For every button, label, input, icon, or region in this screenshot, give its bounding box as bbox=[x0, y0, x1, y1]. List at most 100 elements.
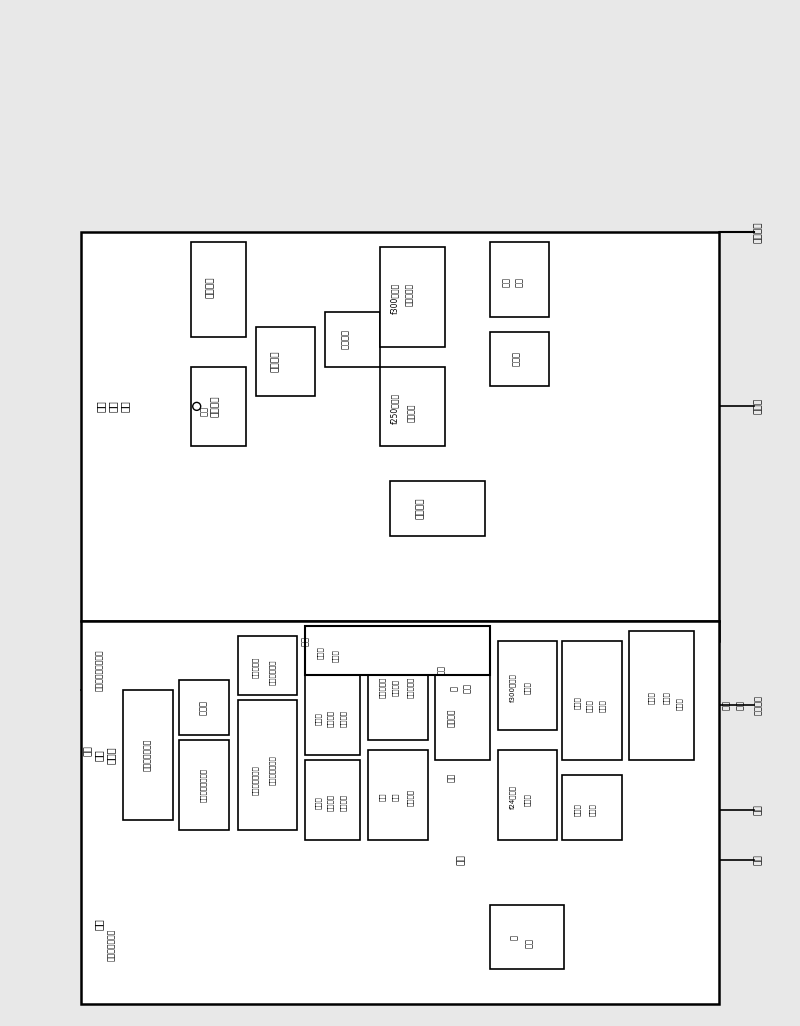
Text: 煤泥: 煤泥 bbox=[525, 938, 534, 947]
Text: 稀矿: 稀矿 bbox=[378, 793, 386, 801]
Bar bbox=[81, 232, 719, 621]
Text: 原煤: 原煤 bbox=[83, 745, 93, 755]
Text: 分级筛: 分级筛 bbox=[332, 649, 338, 662]
Bar bbox=[190, 366, 246, 446]
Bar bbox=[255, 326, 315, 396]
Text: 三级重介旋流选器: 三级重介旋流选器 bbox=[200, 768, 207, 802]
Text: 压滤: 压滤 bbox=[515, 277, 524, 287]
Bar bbox=[380, 366, 445, 446]
Text: 矿石弧介: 矿石弧介 bbox=[340, 710, 346, 726]
Text: 定压箱: 定压箱 bbox=[199, 700, 208, 715]
Text: 矿石弧形筛: 矿石弧形筛 bbox=[252, 657, 259, 678]
Text: 傅上物: 傅上物 bbox=[315, 796, 322, 810]
Bar bbox=[490, 905, 565, 970]
Text: 傅下物: 傅下物 bbox=[317, 646, 323, 659]
Bar bbox=[380, 247, 445, 347]
Text: 支矸: 支矸 bbox=[736, 701, 746, 710]
Bar bbox=[306, 675, 360, 755]
Text: 中煤稀介: 中煤稀介 bbox=[327, 794, 334, 812]
Text: 矿石分流槽: 矿石分流槽 bbox=[406, 677, 414, 698]
Text: 中煤矿石混合槽: 中煤矿石混合槽 bbox=[252, 765, 259, 795]
Bar bbox=[178, 740, 229, 830]
Bar bbox=[238, 701, 298, 830]
Text: 矿石: 矿石 bbox=[301, 635, 310, 645]
Text: 支矸: 支矸 bbox=[722, 701, 731, 710]
Text: 煤泥泵: 煤泥泵 bbox=[599, 699, 606, 712]
Text: 一级重介分流器: 一级重介分流器 bbox=[143, 739, 152, 772]
Bar bbox=[306, 626, 490, 675]
Text: 副分流槽: 副分流槽 bbox=[406, 789, 414, 805]
Text: 重矿: 重矿 bbox=[200, 406, 209, 417]
Text: 分级: 分级 bbox=[120, 400, 130, 412]
Text: 振动筛: 振动筛 bbox=[586, 699, 593, 712]
Bar bbox=[123, 690, 173, 820]
Text: 单流摇床: 单流摇床 bbox=[271, 351, 280, 372]
Bar bbox=[81, 621, 719, 1004]
Text: 沉淀脱水: 沉淀脱水 bbox=[415, 498, 425, 519]
Bar bbox=[326, 312, 380, 366]
Text: 矸石机: 矸石机 bbox=[589, 803, 596, 817]
Text: 煤泥机: 煤泥机 bbox=[574, 803, 581, 817]
Text: 磁煤泥: 磁煤泥 bbox=[648, 690, 654, 704]
Text: 矿石稀介质: 矿石稀介质 bbox=[378, 677, 386, 698]
Text: 循环水: 循环水 bbox=[512, 351, 521, 366]
Text: f300旋流器: f300旋流器 bbox=[510, 673, 516, 702]
Text: 外拉矸石: 外拉矸石 bbox=[754, 696, 763, 715]
Text: 副分流槽: 副分流槽 bbox=[447, 708, 456, 726]
Text: 硫精矿: 硫精矿 bbox=[754, 398, 763, 415]
Text: 矸石: 矸石 bbox=[754, 855, 763, 865]
Text: 浓缩: 浓缩 bbox=[502, 277, 511, 287]
Text: 压滤机: 压滤机 bbox=[676, 697, 682, 710]
Bar bbox=[490, 242, 550, 317]
Bar bbox=[238, 635, 298, 696]
Text: 主洗摇床: 主洗摇床 bbox=[206, 276, 215, 298]
Text: 振动筛: 振动筛 bbox=[524, 681, 531, 694]
Text: 傅上物: 傅上物 bbox=[315, 712, 322, 724]
Bar bbox=[178, 680, 229, 736]
Text: 磁煤泥: 磁煤泥 bbox=[574, 696, 581, 709]
Text: 压滤机: 压滤机 bbox=[524, 794, 531, 806]
Bar bbox=[498, 750, 558, 840]
Text: 主洗摇床: 主洗摇床 bbox=[211, 396, 220, 418]
Text: 矿石弧形筛器: 矿石弧形筛器 bbox=[269, 660, 276, 685]
Bar bbox=[435, 670, 490, 760]
Text: 令: 令 bbox=[510, 935, 519, 940]
Bar bbox=[498, 640, 558, 731]
Bar bbox=[368, 631, 428, 740]
Bar bbox=[562, 775, 622, 840]
Text: f300旋流器: f300旋流器 bbox=[390, 283, 399, 314]
Text: 合格介质: 合格介质 bbox=[392, 679, 398, 696]
Text: 破碎: 破碎 bbox=[108, 400, 118, 412]
Text: 煤泥泵: 煤泥泵 bbox=[662, 690, 670, 704]
Text: 副矿: 副矿 bbox=[447, 773, 456, 782]
Text: 重介质: 重介质 bbox=[106, 746, 116, 764]
Text: 合格介质: 合格介质 bbox=[327, 710, 334, 726]
Text: 粗洗摇床: 粗洗摇床 bbox=[407, 403, 417, 422]
Bar bbox=[490, 331, 550, 387]
Text: 原煤: 原煤 bbox=[94, 749, 104, 761]
Text: 精矿: 精矿 bbox=[463, 683, 472, 694]
Text: f250旋流器: f250旋流器 bbox=[390, 393, 399, 424]
Text: 中煤和矿石混合介质: 中煤和矿石混合介质 bbox=[94, 649, 103, 692]
Text: 矿泥调配桶: 矿泥调配桶 bbox=[406, 283, 414, 307]
Text: 中煤振动弧形筛: 中煤振动弧形筛 bbox=[269, 755, 276, 785]
Text: 再洗摇床: 再洗摇床 bbox=[341, 328, 350, 349]
Bar bbox=[562, 640, 622, 760]
Text: 电煤: 电煤 bbox=[754, 804, 763, 816]
Text: 矿石: 矿石 bbox=[96, 400, 106, 412]
Text: 中煤精介: 中煤精介 bbox=[340, 794, 346, 812]
Bar bbox=[630, 631, 694, 760]
Text: f24振动机: f24振动机 bbox=[510, 785, 516, 810]
Text: 尾矿: 尾矿 bbox=[438, 666, 446, 675]
Bar bbox=[390, 481, 485, 536]
Bar bbox=[306, 631, 360, 675]
Text: 中煤: 中煤 bbox=[458, 855, 466, 865]
Text: 清煤炭矿: 清煤炭矿 bbox=[754, 222, 763, 243]
Text: 磁: 磁 bbox=[450, 686, 459, 690]
Bar bbox=[368, 750, 428, 840]
Bar bbox=[306, 760, 360, 840]
Text: 精煤振动弧形筛: 精煤振动弧形筛 bbox=[106, 929, 115, 960]
Bar bbox=[190, 242, 246, 337]
Text: 精煤: 精煤 bbox=[94, 918, 104, 931]
Text: 精矿: 精矿 bbox=[392, 793, 398, 801]
